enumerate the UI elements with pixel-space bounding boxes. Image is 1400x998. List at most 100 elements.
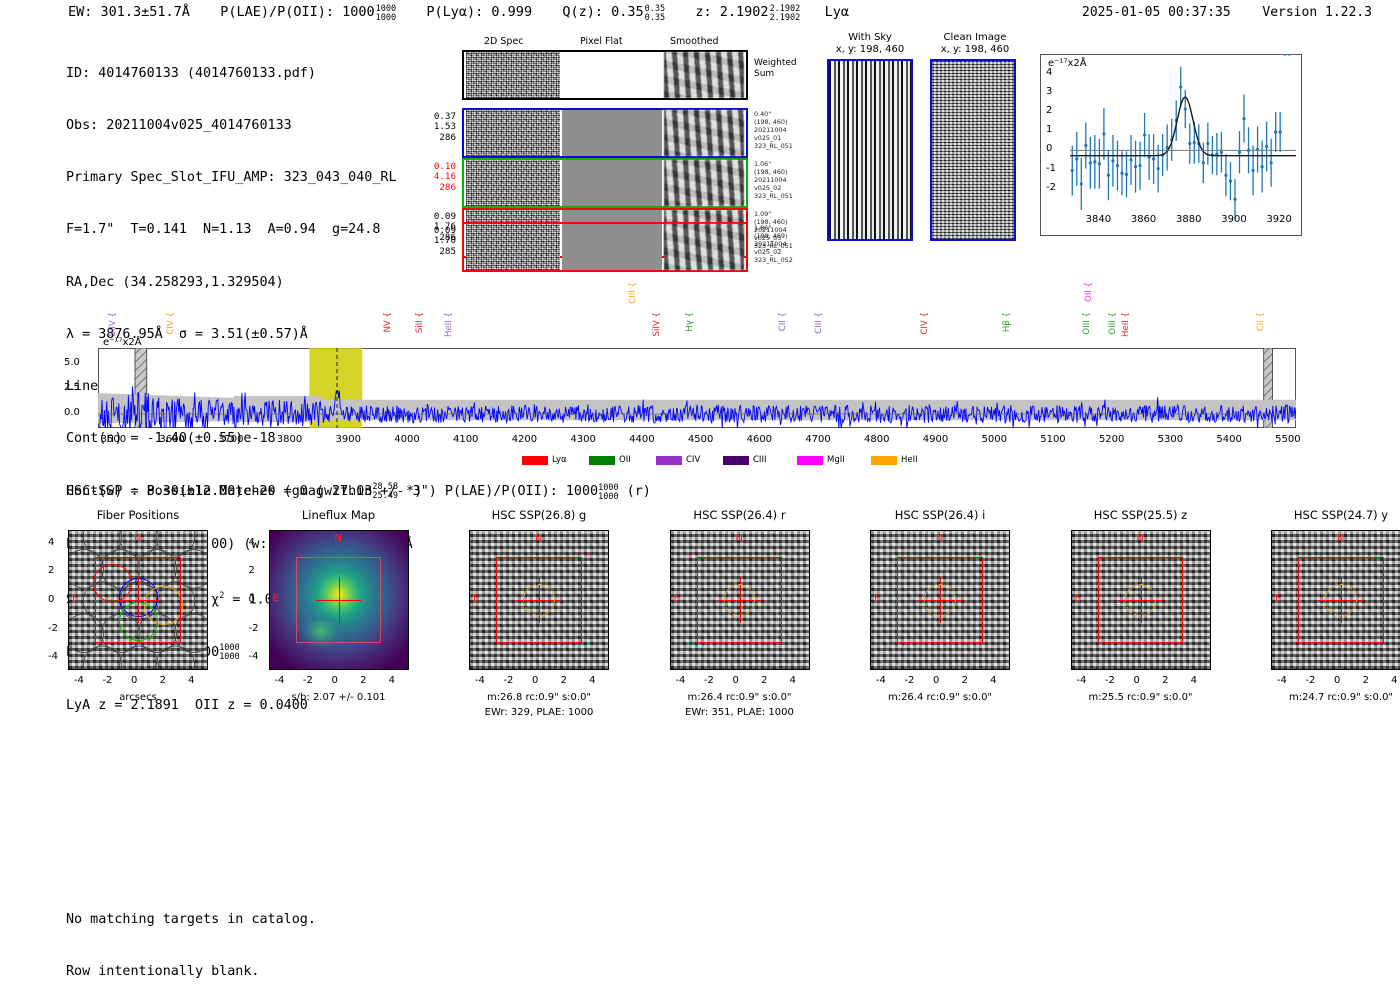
timestamp: 2025-01-05 00:37:35 <box>1082 5 1231 20</box>
spectrum-xtick: 5000 <box>981 434 1007 445</box>
montage-title-2dspec: 2D Spec <box>484 36 524 47</box>
montage-row-fiber-2 <box>462 158 748 208</box>
linefit-xtick: 3900 <box>1221 214 1247 225</box>
info-id: ID: 4014760133 (4014760133.pdf) <box>66 65 316 81</box>
spectrum-ytick: 5.0 <box>64 357 80 368</box>
cutout-xtick: -4 <box>1276 675 1287 686</box>
spectrum-xtick: 4000 <box>394 434 420 445</box>
compass-east: E <box>272 593 279 604</box>
cutout-caption: m:24.7 rc:0.9" s:0.0" <box>1288 692 1394 703</box>
bottom-note-line2: Row intentionally blank. <box>66 964 260 980</box>
cutout-caption: s/b: 2.07 +/- 0.101 <box>291 692 386 703</box>
compass-north: N <box>936 533 944 544</box>
cutout-ytick: -4 <box>248 651 259 663</box>
cutout-xtick: 4 <box>589 675 596 686</box>
spectrum-xtick: 5400 <box>1216 434 1242 445</box>
montage-row-1-meta: 0.40" (198, 460) 20211004 v025_01 323_RL_051 <box>754 110 793 151</box>
emission-line-label: SiIV { <box>107 312 118 337</box>
cutout-xtick: -2 <box>1305 675 1316 686</box>
aperture-square <box>95 557 181 643</box>
spectrum-ytick: 2.5 <box>64 382 80 393</box>
spectrum-xtick: 5300 <box>1157 434 1184 445</box>
redshift-value: z: 2.1902 <box>695 4 769 20</box>
compass-north: N <box>334 533 342 544</box>
emission-line-label: SiIV { <box>651 312 662 337</box>
emission-line-label: HeII { <box>1120 312 1131 338</box>
cutout-caption: EWr: 351, PLAE: 1000 <box>685 707 794 718</box>
cutout-title: HSC SSP(26.4) i <box>894 508 986 522</box>
montage-row-2-left-values: 0.10 4.16 286 <box>433 161 456 193</box>
spectrum-xtick: 4400 <box>629 434 655 445</box>
cutout-title: HSC SSP(24.7) y <box>1293 508 1389 522</box>
legend-label: CIV <box>686 455 701 465</box>
with-sky-title: With Sky x, y: 198, 460 <box>835 32 905 55</box>
info-plae-fraction: 1000 1000 <box>219 643 240 663</box>
legend-label: HeII <box>901 455 918 465</box>
cutout-xtick: 0 <box>331 675 338 686</box>
spectrum-xtick: 4600 <box>746 434 773 445</box>
cutout-title: Fiber Positions <box>96 508 180 522</box>
spectrum-xtick: 4700 <box>805 434 831 445</box>
aperture-circle <box>924 584 956 616</box>
spectrum-xtick: 4300 <box>570 434 596 445</box>
linefit-ytick: 0 <box>1046 143 1053 155</box>
montage-row-weighted-sum <box>462 50 748 100</box>
cutout-xtick: -4 <box>274 675 285 686</box>
cutout-title: Lineflux Map <box>301 508 376 522</box>
hsc-header-text: HSC-SSP : Possible Matches = 0 (within +… <box>66 484 599 500</box>
spectrum-xtick: 3500 <box>100 434 127 445</box>
montage-row-fiber-4 <box>462 222 748 272</box>
cutout-xtick: 4 <box>990 675 997 686</box>
aperture-square <box>696 557 783 643</box>
compass-north: N <box>134 533 142 544</box>
cutout-xtick: -2 <box>1104 675 1115 686</box>
cutout-xtick: 0 <box>933 675 940 686</box>
cutout-xtick: -2 <box>102 675 113 686</box>
legend-swatch <box>656 456 682 465</box>
aperture-square <box>897 557 983 643</box>
info-seeing: F=1.7" T=0.141 N=1.13 A=0.94 g=24.8 <box>66 222 381 238</box>
compass-east: E <box>1074 593 1081 604</box>
emission-line-label: NV { <box>382 312 393 333</box>
spectrum-xtick: 3700 <box>218 434 244 445</box>
legend-label: CIII <box>753 455 767 465</box>
hsc-ssp-header: HSC-SSP : Possible Matches = 0 (within +… <box>66 484 651 502</box>
cutout-xtick: 0 <box>732 675 739 686</box>
emission-line-label: Hβ { <box>1002 312 1013 333</box>
bottom-note-line1: No matching targets in catalog. <box>66 911 316 927</box>
linefit-xtick: 3920 <box>1266 214 1292 225</box>
spectrum-xtick: 3800 <box>276 434 303 445</box>
aperture-square <box>295 557 382 643</box>
montage-row-4-left-values: 0.09 1.70 285 <box>433 225 456 257</box>
emission-line-label: HeII { <box>444 312 455 338</box>
compass-east: E <box>1275 593 1282 604</box>
cutout-xtick: 2 <box>360 675 367 686</box>
spectrum-xtick: 5200 <box>1098 434 1125 445</box>
legend-label: Lyα <box>552 455 567 465</box>
compass-east: E <box>673 593 680 604</box>
cutout-xtick: 0 <box>1133 675 1140 686</box>
cutout-xtick: 2 <box>159 675 166 686</box>
spectrum-xtick: 4800 <box>864 434 890 445</box>
plae-label: P(LAE)/P(OII): 1000 <box>220 4 375 20</box>
montage-row-1-left-values: 0.37 1.53 286 <box>433 111 456 143</box>
timestamp-version: 2025-01-05 00:37:35 Version 1.22.3 <box>1082 5 1372 20</box>
cutout-image[interactable] <box>669 530 810 670</box>
plae-fraction: 1000 1000 <box>375 4 397 23</box>
cutout-xtick: -2 <box>503 675 514 686</box>
cutout-ytick: 2 <box>248 565 255 577</box>
compass-east: E <box>473 593 480 604</box>
cutout-ytick: -4 <box>48 651 58 663</box>
cutout-xtick: 0 <box>131 675 138 686</box>
compass-north: N <box>735 533 743 544</box>
with-sky-image <box>827 59 913 241</box>
cutout-caption: m:26.4 rc:0.9" s:0.0" <box>687 692 792 703</box>
cutout-caption: m:26.8 rc:0.9" s:0.0" <box>486 692 592 703</box>
cutout-xtick: -4 <box>875 675 886 686</box>
spectrum-xtick: 4200 <box>511 434 538 445</box>
linefit-ytick: 2 <box>1046 104 1053 116</box>
emission-line-label: CII { <box>777 312 788 332</box>
linefit-ytick: 1 <box>1046 124 1053 136</box>
clean-image <box>930 59 1016 241</box>
info-lambda-sigma: λ = 3876.95Å σ = 3.51(±0.57)Å <box>66 326 308 342</box>
